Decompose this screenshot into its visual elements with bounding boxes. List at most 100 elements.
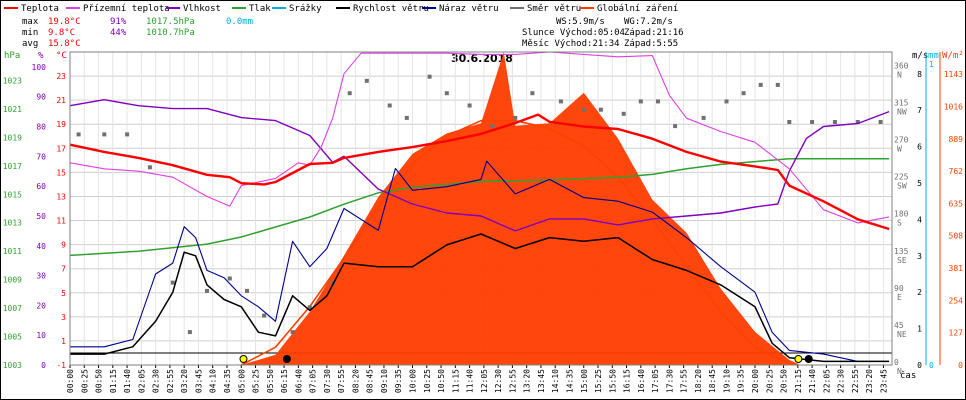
tick-time: 22:30 (837, 369, 846, 393)
tick-time: 04:35 (223, 369, 232, 393)
wind-direction-point (581, 107, 586, 112)
tick-pct: 60 (36, 182, 46, 191)
tick-pct: 40 (36, 242, 46, 251)
wind-direction-point (855, 120, 860, 124)
tick-w: 1143 (944, 70, 963, 79)
tick-time: 18:20 (694, 369, 703, 393)
wind-direction-point (147, 165, 152, 170)
tick-ms: 8 (917, 70, 922, 79)
tick-c: 3 (61, 313, 66, 322)
tick-time: 02:30 (152, 369, 161, 393)
tick-time: 14:10 (551, 369, 560, 393)
legend-label: Tlak (249, 4, 271, 14)
tick-w: 635 (949, 199, 964, 208)
wind-direction-point (530, 91, 535, 96)
tick-time: 20:25 (765, 369, 774, 393)
tick-ms: 0 (917, 361, 922, 370)
tick-pct: 90 (36, 93, 46, 102)
wind-direction-point (621, 111, 626, 116)
tick-c: 23 (56, 72, 66, 81)
tick-time: 10:50 (437, 369, 446, 393)
series-line-p-zemn-teplota (69, 51, 890, 224)
series-line-teplota (69, 113, 890, 231)
legend-label: Rychlost větru (353, 4, 429, 14)
tick-time: 09:35 (394, 369, 403, 393)
sun-markers (239, 355, 813, 363)
sun-moon-marker (794, 355, 803, 363)
tick-time: 12:05 (480, 369, 489, 393)
tick-ms: 3 (917, 252, 922, 261)
wind-direction-point (758, 82, 763, 87)
wind-direction-point (262, 313, 267, 318)
tick-hpa: 1009 (3, 276, 22, 285)
wind-direction-point (673, 124, 678, 129)
wind-direction-point (878, 120, 883, 124)
legend-label: Globální záření (597, 4, 678, 14)
tick-time: 19:10 (723, 369, 732, 393)
tick-direction: 45 (894, 321, 904, 330)
tick-hpa: 1013 (3, 219, 22, 228)
axis-w-label: W/m² (942, 51, 964, 61)
tick-ms: 6 (917, 143, 922, 152)
tick-time: 13:45 (537, 369, 546, 393)
tick-c: -1 (56, 361, 66, 370)
axis-x-label: čas (900, 370, 916, 381)
series-line-tlak (69, 157, 890, 257)
tick-direction-name: W (897, 145, 902, 154)
tick-pct: 70 (36, 152, 46, 161)
tick-direction: 225 (894, 173, 909, 182)
stat-max-press: 1017.5hPa (146, 17, 195, 27)
tick-w: 381 (949, 264, 964, 273)
legend-label: Srážky (289, 4, 322, 14)
tick-c: 13 (56, 193, 66, 202)
tick-time: 18:45 (708, 369, 717, 393)
tick-direction-name: N (897, 367, 902, 376)
wind-direction-point (775, 82, 780, 87)
axis-hpa-label: hPa (4, 51, 20, 61)
stat-avg-label: avg (22, 39, 38, 49)
info-sun: Slunce Východ:05:04 (522, 28, 625, 38)
tick-pct: 100 (32, 63, 47, 72)
wind-direction-point (290, 330, 295, 335)
wind-direction-point (347, 91, 352, 96)
tick-direction-name: SE (897, 256, 907, 265)
axis-mm-label: mm (928, 51, 939, 61)
tick-hpa: 1011 (3, 247, 22, 256)
wind-direction-point (227, 276, 232, 281)
info-wg: WG:7.2m/s (624, 17, 673, 27)
stat-max-hum: 91% (110, 17, 127, 27)
stats-box: max 19.8°C 91% 1017.5hPa 0.0mm min 9.8°C… (22, 17, 253, 49)
axis-tick-labels: 1023102110191017101510131011100910071005… (3, 52, 963, 393)
tick-ms: 7 (917, 106, 922, 115)
tick-time: 12:30 (494, 369, 503, 393)
tick-time: 15:00 (580, 369, 589, 393)
tick-direction: 135 (894, 247, 909, 256)
tick-c: 19 (56, 120, 66, 129)
info-ws: WS:5.9m/s (556, 17, 605, 27)
tick-direction-name: S (897, 219, 902, 228)
tick-ms: 2 (917, 288, 922, 297)
wind-direction-point (724, 99, 729, 104)
radiation-area (240, 52, 801, 366)
wind-direction-point (102, 132, 107, 137)
tick-time: 12:55 (508, 369, 517, 393)
tick-pct: 20 (36, 301, 46, 310)
tick-hpa: 1023 (3, 77, 22, 86)
tick-pct: 80 (36, 123, 46, 132)
wind-direction-point (205, 288, 209, 293)
series-lines (69, 51, 890, 363)
tick-ms: 5 (917, 179, 922, 188)
tick-pct: 50 (36, 212, 46, 221)
tick-time: 07:30 (323, 369, 332, 393)
tick-time: 20:00 (751, 369, 760, 393)
tick-direction-name: E (897, 293, 902, 302)
radiation-max-line (240, 119, 798, 366)
tick-time: 10:25 (423, 369, 432, 393)
tick-time: 22:55 (851, 369, 860, 393)
axis-headers: hPa % °C m/s mm W/m² čas (4, 51, 964, 381)
tick-direction: 315 (894, 99, 909, 108)
chart-title: 30.6.2018 (451, 52, 513, 65)
tick-hpa: 1017 (3, 162, 22, 171)
wind-direction-point (364, 78, 369, 83)
tick-c: 9 (61, 241, 66, 250)
